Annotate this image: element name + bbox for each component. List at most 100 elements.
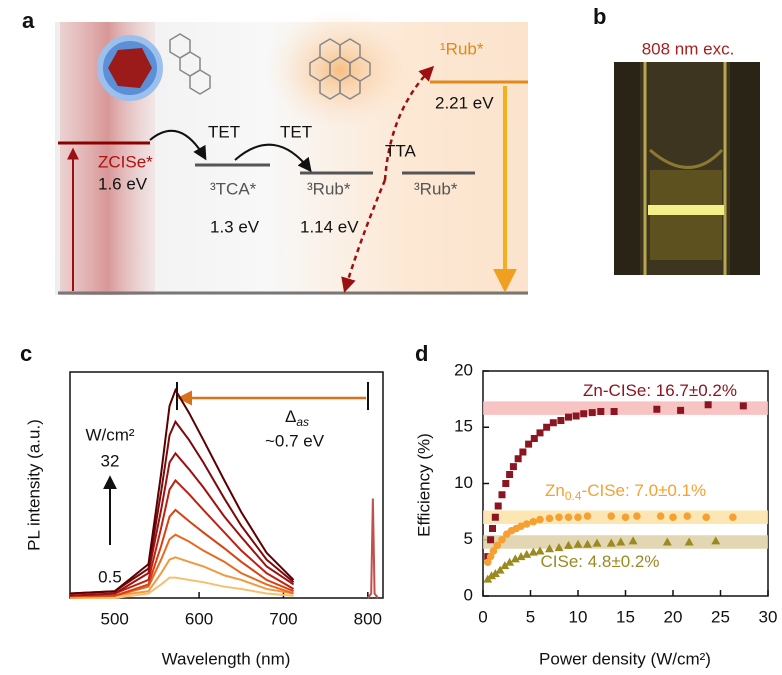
emission xyxy=(648,205,724,215)
point xyxy=(550,419,557,426)
point xyxy=(536,516,544,524)
y-tick-label: 20 xyxy=(454,360,473,379)
series-label: 0.4 xyxy=(565,489,582,503)
point xyxy=(669,513,677,521)
x-tick-label: 800 xyxy=(354,609,382,628)
level-label: ³Rub* xyxy=(307,179,351,198)
panel-b: b 808 nm exc. xyxy=(593,4,760,275)
point xyxy=(519,449,526,456)
x-tick-label: 700 xyxy=(269,609,297,628)
series-label: -CISe: 7.0±0.1% xyxy=(582,481,707,500)
process-label: TET xyxy=(280,122,312,141)
x-tick-label: 10 xyxy=(569,607,588,626)
caption: 808 nm exc. xyxy=(642,39,735,58)
point xyxy=(589,409,596,416)
level-label: ZCISe* xyxy=(98,152,153,171)
energy-label: 1.6 eV xyxy=(98,174,148,193)
point xyxy=(740,402,747,409)
process-label: TTA xyxy=(385,141,417,160)
energy-label: 1.14 eV xyxy=(300,217,359,236)
spectrum xyxy=(70,390,294,593)
panel-label: a xyxy=(22,8,35,33)
panel-a: a ZCISe* 1.6 eV TET TET ³TCA* 1.3 eV ³Ru… xyxy=(22,8,528,295)
point xyxy=(657,512,665,520)
y-tick-label: 0 xyxy=(464,585,473,604)
glow xyxy=(265,10,415,130)
process-label: TET xyxy=(208,122,240,141)
point xyxy=(574,513,582,521)
x-axis-label: Power density (W/cm²) xyxy=(539,649,711,668)
panel-d: d Efficiency (%) Power density (W/cm²) 0… xyxy=(414,341,777,669)
x-tick-label: 20 xyxy=(664,607,683,626)
point xyxy=(487,536,494,543)
point xyxy=(622,513,630,521)
point xyxy=(573,413,580,420)
series-label: Zn0.4-CISe: 7.0±0.1% xyxy=(545,481,706,503)
point xyxy=(565,414,572,421)
x-tick-label: 0 xyxy=(478,607,487,626)
point xyxy=(597,408,604,415)
annotation: 0.5 xyxy=(98,567,122,586)
figure: a ZCISe* 1.6 eV TET TET ³TCA* 1.3 eV ³Ru… xyxy=(0,0,782,675)
energy-label: 2.21 eV xyxy=(435,93,494,112)
page: a ZCISe* 1.6 eV TET TET ³TCA* 1.3 eV ³Ru… xyxy=(0,0,782,675)
level-label: ³Rub* xyxy=(414,179,458,198)
annotation: Δas xyxy=(285,407,309,429)
point xyxy=(543,424,550,431)
point xyxy=(702,513,710,521)
x-tick-label: 30 xyxy=(759,607,778,626)
point xyxy=(489,525,496,532)
x-tick-label: 500 xyxy=(101,609,129,628)
y-axis-label: PL intensity (a.u.) xyxy=(24,419,43,551)
point xyxy=(492,514,499,521)
panel-c: c PL intensity (a.u.) Wavelength (nm) Δa… xyxy=(20,341,383,669)
point xyxy=(565,513,573,521)
point xyxy=(557,417,564,424)
y-tick-label: 10 xyxy=(454,473,473,492)
point xyxy=(502,480,509,487)
x-axis-label: Wavelength (nm) xyxy=(162,649,291,668)
y-tick-label: 5 xyxy=(464,529,473,548)
point xyxy=(506,471,513,478)
point xyxy=(523,520,531,528)
panel-label: d xyxy=(415,341,428,366)
x-tick-label: 15 xyxy=(616,607,635,626)
point xyxy=(515,455,522,462)
point xyxy=(495,503,502,510)
y-tick-label: 15 xyxy=(454,417,473,436)
x-tick-label: 25 xyxy=(711,607,730,626)
point xyxy=(580,410,587,417)
point xyxy=(607,512,615,520)
annotation: W/cm² xyxy=(85,425,134,444)
point xyxy=(633,512,641,520)
y-axis-label: Efficiency (%) xyxy=(414,433,433,537)
point xyxy=(683,512,691,520)
point xyxy=(510,463,517,470)
level-label: ¹Rub* xyxy=(440,39,484,58)
point xyxy=(530,518,538,526)
point xyxy=(584,512,592,520)
level-label: ³TCA* xyxy=(210,179,257,198)
annotation: 32 xyxy=(101,451,120,470)
point xyxy=(546,515,554,523)
point xyxy=(611,408,618,415)
panel-label: b xyxy=(593,4,606,29)
plateau-band xyxy=(483,535,768,549)
annotation: ~0.7 eV xyxy=(265,431,325,450)
point xyxy=(705,401,712,408)
energy-label: 1.3 eV xyxy=(210,217,260,236)
x-tick-label: 600 xyxy=(185,609,213,628)
series-label: CISe: 4.8±0.2% xyxy=(541,552,660,571)
point xyxy=(653,406,660,413)
series-label: Zn-CISe: 16.7±0.2% xyxy=(583,381,737,400)
x-tick-label: 5 xyxy=(526,607,535,626)
series-label: Zn xyxy=(545,481,565,500)
series-label: Zn-CISe: 16.7±0.2% xyxy=(583,381,737,400)
point xyxy=(555,513,563,521)
laser-peak xyxy=(368,499,378,598)
point xyxy=(537,429,544,436)
annotation: as xyxy=(296,415,309,429)
point xyxy=(499,491,506,498)
point xyxy=(729,513,737,521)
series-label: CISe: 4.8±0.2% xyxy=(541,552,660,571)
